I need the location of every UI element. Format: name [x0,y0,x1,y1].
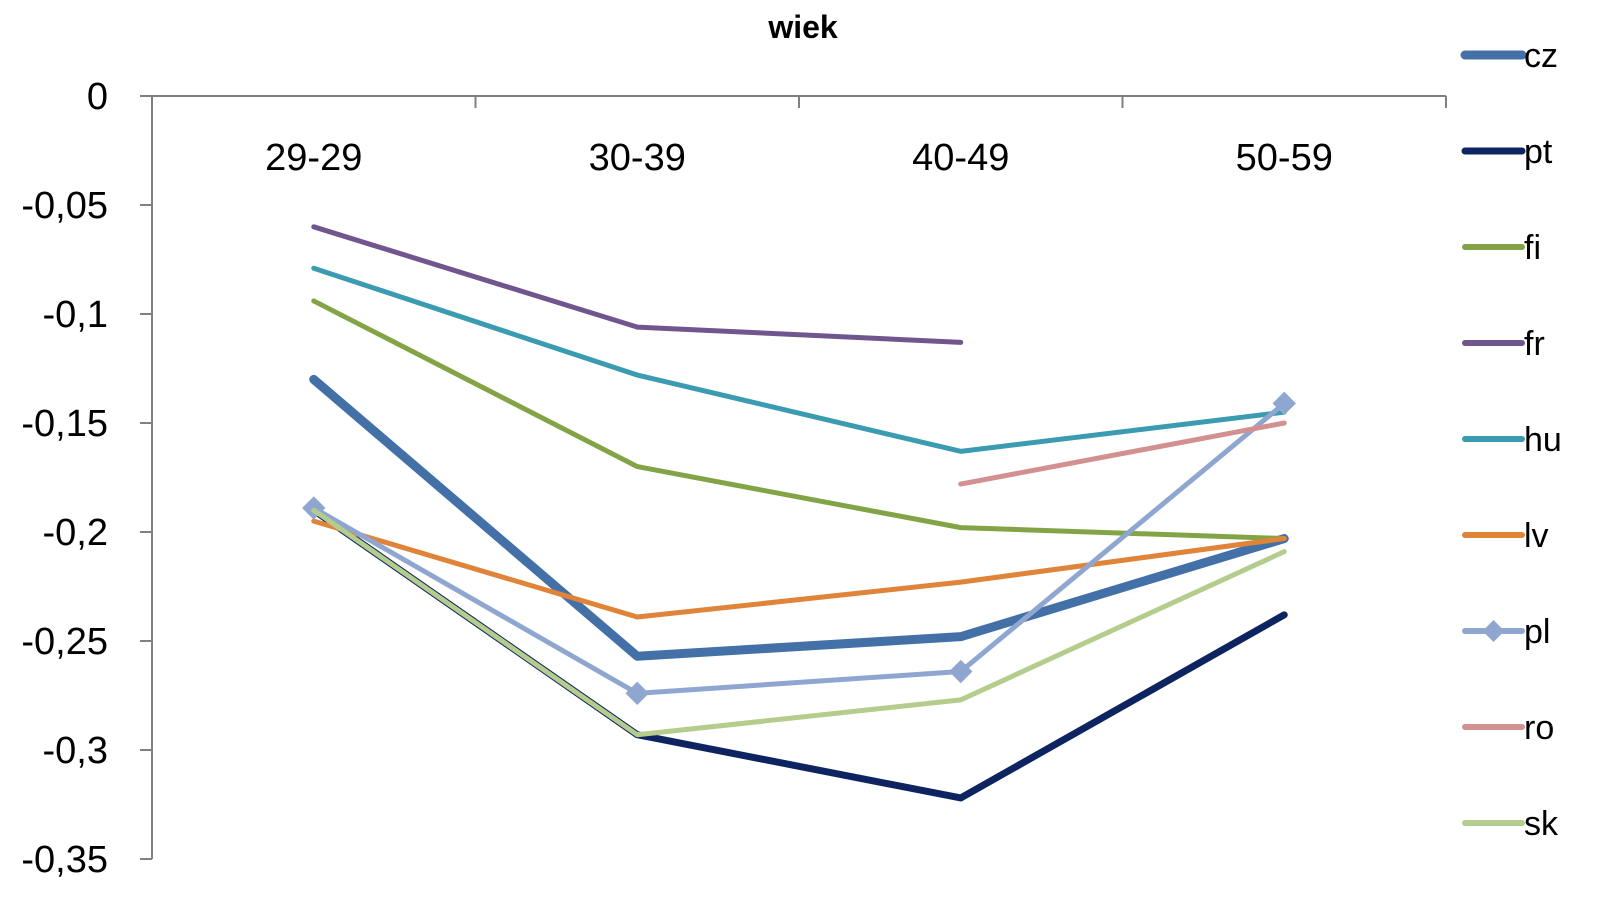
series-line-cz [309,374,1289,661]
legend-label: pt [1524,133,1553,171]
legend-item-fr: fr [1462,325,1545,363]
axes: 0 -0,05 -0,1 -0,15 -0,2 -0,25 -0,3 -0,35 29-29 30… [21,76,1447,881]
chart-title: wiek [767,9,838,45]
legend-label: sk [1524,805,1559,843]
series-line-fr [311,224,964,345]
series-pt [310,506,1288,802]
legend-item-ro: ro [1462,709,1554,747]
legend-item-cz: cz [1460,37,1558,75]
legend-marker [1482,620,1505,642]
legend: cz pt fi fr hu lv pl ro sk [1460,37,1562,843]
legend-item-sk: sk [1462,805,1559,843]
y-tick-label: -0,15 [21,403,108,445]
legend-label: hu [1524,421,1562,459]
legend-label: fi [1524,229,1541,267]
legend-label: lv [1524,517,1549,555]
x-tick-label: 30-39 [589,137,686,179]
series-hu [311,265,1287,454]
series-line-ro [958,420,1287,487]
data-point-pl [949,659,973,684]
series-sk [311,507,1287,738]
y-tick-label: 0 [87,76,108,118]
series-line-lv [311,518,1287,620]
series-pl [302,391,1296,706]
legend-label: ro [1524,709,1554,747]
series-line-fi [311,298,1287,542]
data-point-pl [1272,391,1296,416]
series-line-sk [311,507,1287,738]
x-tick-label: 50-59 [1236,137,1333,179]
y-tick-label: -0,1 [43,294,108,336]
y-tick-label: -0,25 [21,621,108,663]
legend-item-pl: pl [1462,613,1550,651]
x-tick-label: 40-49 [912,137,1009,179]
y-tick-label: -0,2 [43,512,108,554]
legend-item-lv: lv [1462,517,1549,555]
data-point-pl [625,681,649,706]
y-tick-label: -0,05 [21,185,108,227]
series-line-hu [311,265,1287,454]
legend-item-pt: pt [1461,133,1553,171]
legend-label: pl [1524,613,1550,651]
legend-item-fi: fi [1462,229,1541,267]
series-lv [311,518,1287,620]
series-line-pt [310,506,1288,802]
series-line-pl [311,400,1287,696]
series-layer [302,224,1296,802]
y-tick-label: -0,3 [43,730,108,772]
series-ro [958,420,1287,487]
legend-label: fr [1524,325,1545,363]
y-tick-label: -0,35 [21,839,108,881]
series-fi [311,298,1287,542]
x-tick-label: 29-29 [265,137,362,179]
legend-label: cz [1524,37,1558,75]
series-cz [309,374,1289,661]
legend-item-hu: hu [1462,421,1562,459]
series-fr [311,224,964,345]
